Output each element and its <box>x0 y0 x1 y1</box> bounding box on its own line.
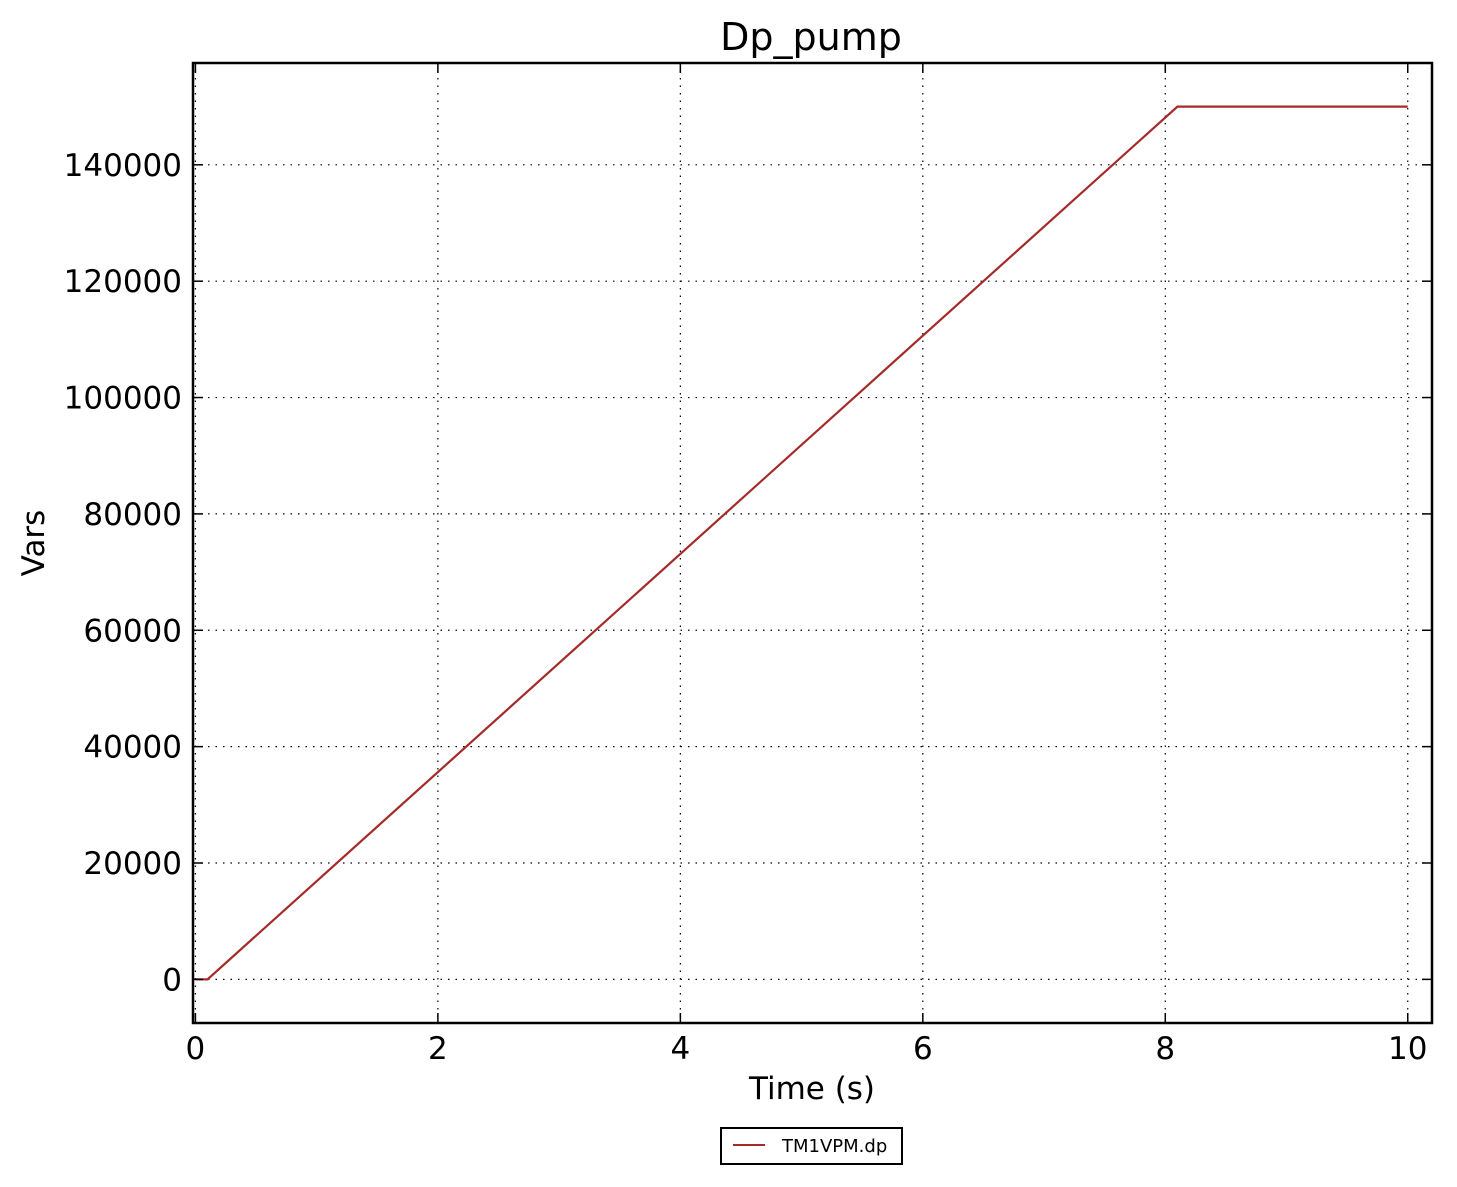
y-tick-label: 80000 <box>83 497 182 533</box>
x-tick-label: 8 <box>1155 1031 1175 1067</box>
y-axis-label: Vars <box>16 510 52 577</box>
y-tick-labels: 0 20000 40000 60000 80000 100000 120000 140000 <box>64 148 182 999</box>
x-tick-label: 2 <box>428 1031 448 1067</box>
chart-title: Dp_pump <box>720 15 902 59</box>
legend-label: TM1VPM.dp <box>781 1136 887 1157</box>
x-tick-label: 4 <box>670 1031 690 1067</box>
series-line <box>195 105 1408 981</box>
x-tick-labels: 0 2 4 6 8 10 <box>186 1031 1428 1067</box>
y-tick-label: 0 <box>162 962 182 998</box>
x-tick-label: 6 <box>913 1031 933 1067</box>
plot-frame <box>191 61 1434 1025</box>
y-tick-label: 140000 <box>64 148 182 184</box>
x-tick-label: 10 <box>1388 1031 1427 1067</box>
legend: TM1VPM.dp <box>720 1127 903 1165</box>
y-tick-label: 100000 <box>64 381 182 417</box>
x-axis-label: Time (s) <box>748 1071 875 1107</box>
series-layer <box>195 105 1408 981</box>
y-tick-label: 20000 <box>83 846 182 882</box>
y-tick-label: 40000 <box>83 730 182 766</box>
tick-layer <box>193 63 1432 1023</box>
grid-layer <box>193 63 1432 1023</box>
y-tick-label: 120000 <box>64 264 182 300</box>
y-tick-label: 60000 <box>83 613 182 649</box>
x-tick-label: 0 <box>186 1031 206 1067</box>
